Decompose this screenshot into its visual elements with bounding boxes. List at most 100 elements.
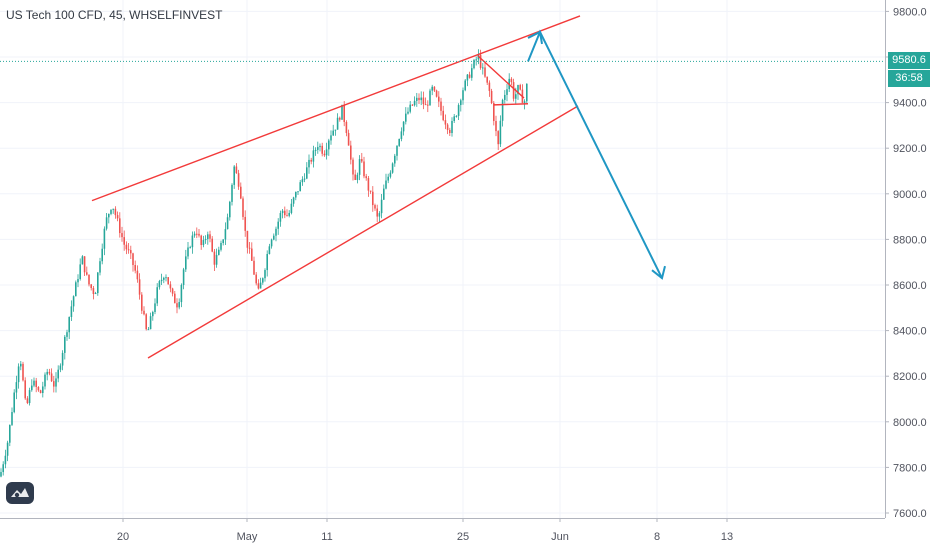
candle-body	[259, 282, 262, 289]
candle-body	[398, 138, 400, 146]
candle-body	[385, 180, 387, 189]
candle-body	[193, 233, 196, 236]
candle-body	[482, 67, 484, 69]
candle-body	[86, 272, 88, 275]
candle-body	[449, 129, 451, 134]
candle-body	[39, 390, 42, 394]
candle-body	[270, 239, 273, 247]
candle-body	[281, 210, 284, 214]
candle-body	[53, 381, 55, 387]
candle-body	[295, 191, 297, 198]
candle-body	[189, 247, 191, 249]
candle-body	[22, 363, 24, 381]
candle-body	[407, 111, 409, 114]
candle-body	[354, 174, 356, 180]
candle-body	[231, 184, 233, 202]
candle-body	[182, 269, 185, 285]
candle-body	[132, 253, 134, 266]
candle-body	[9, 424, 11, 443]
forecast-arrowhead-bottom	[651, 265, 666, 280]
price-tick-label: 8200.0	[893, 371, 927, 383]
candle-body	[83, 256, 86, 273]
candle-body	[506, 89, 508, 95]
price-tick-label: 9200.0	[893, 143, 927, 155]
candle-body	[158, 281, 161, 288]
candle-body	[490, 90, 493, 104]
candle-body	[213, 251, 216, 265]
candle-body	[268, 246, 271, 254]
candle-body	[275, 228, 277, 236]
candle-body	[464, 80, 466, 91]
candle-body	[376, 208, 378, 217]
candle-body	[204, 239, 207, 241]
candle-body	[154, 303, 156, 313]
upper-channel-line	[91, 15, 581, 202]
candle-body	[94, 293, 97, 295]
candle-body	[369, 190, 372, 192]
candle-body	[314, 149, 317, 151]
candle-body	[299, 182, 301, 192]
price-tick-label: 8800.0	[893, 234, 927, 246]
candle-body	[79, 264, 81, 280]
candle-body	[17, 366, 20, 383]
candle-body	[35, 380, 37, 388]
tradingview-logo-icon[interactable]	[6, 482, 34, 504]
candle-body	[149, 316, 152, 330]
candle-body	[325, 149, 328, 156]
candle-body	[468, 74, 471, 78]
candle-body	[64, 336, 66, 353]
candle-body	[394, 155, 396, 164]
candle-body	[413, 100, 416, 106]
symbol-title[interactable]: US Tech 100 CFD, 45, WHSELFINVEST	[6, 8, 223, 22]
forecast-path	[527, 29, 663, 279]
candle-body	[4, 455, 7, 465]
candle-body	[264, 270, 266, 279]
candle-body	[422, 97, 425, 105]
candle-body	[143, 310, 145, 315]
triangle-bottom-line	[493, 103, 529, 106]
candle-body	[319, 145, 321, 148]
candle-body	[493, 103, 495, 122]
candle-body	[28, 390, 31, 404]
candle-body	[77, 279, 79, 283]
candle-body	[266, 253, 268, 271]
candle-body	[253, 260, 255, 275]
candle-body	[356, 174, 359, 180]
candle-body	[123, 237, 125, 245]
candle-body	[473, 60, 475, 69]
candle-body	[156, 287, 158, 304]
candle-body	[26, 398, 29, 404]
price-tick-label: 9400.0	[893, 98, 927, 110]
candle-body	[277, 221, 279, 229]
candle-body	[332, 130, 334, 136]
candle-body	[409, 104, 411, 112]
candle-body	[411, 104, 414, 106]
candle-body	[90, 284, 92, 289]
candle-body	[427, 104, 429, 106]
candle-body	[55, 378, 57, 387]
candle-body	[121, 233, 123, 238]
candle-body	[171, 288, 174, 294]
candle-body	[510, 78, 513, 83]
candle-body	[20, 363, 22, 367]
candle-body	[61, 352, 64, 366]
candle-body	[187, 247, 189, 257]
candle-body	[361, 159, 363, 162]
candle-body	[244, 216, 246, 231]
price-tick-label: 8400.0	[893, 326, 927, 338]
candle-body	[341, 104, 343, 120]
candle-body	[363, 161, 365, 177]
candle-body	[312, 150, 315, 162]
candle-body	[13, 392, 15, 413]
candle-body	[526, 83, 528, 102]
candle-body	[451, 120, 453, 134]
candle-body	[134, 265, 136, 271]
price-tick-label: 9000.0	[893, 189, 927, 201]
candle-body	[420, 97, 422, 101]
time-tick-label: 25	[457, 531, 469, 543]
candle-body	[224, 229, 227, 240]
candle-body	[321, 145, 323, 154]
candle-body	[431, 86, 433, 91]
candle-body	[99, 261, 101, 273]
